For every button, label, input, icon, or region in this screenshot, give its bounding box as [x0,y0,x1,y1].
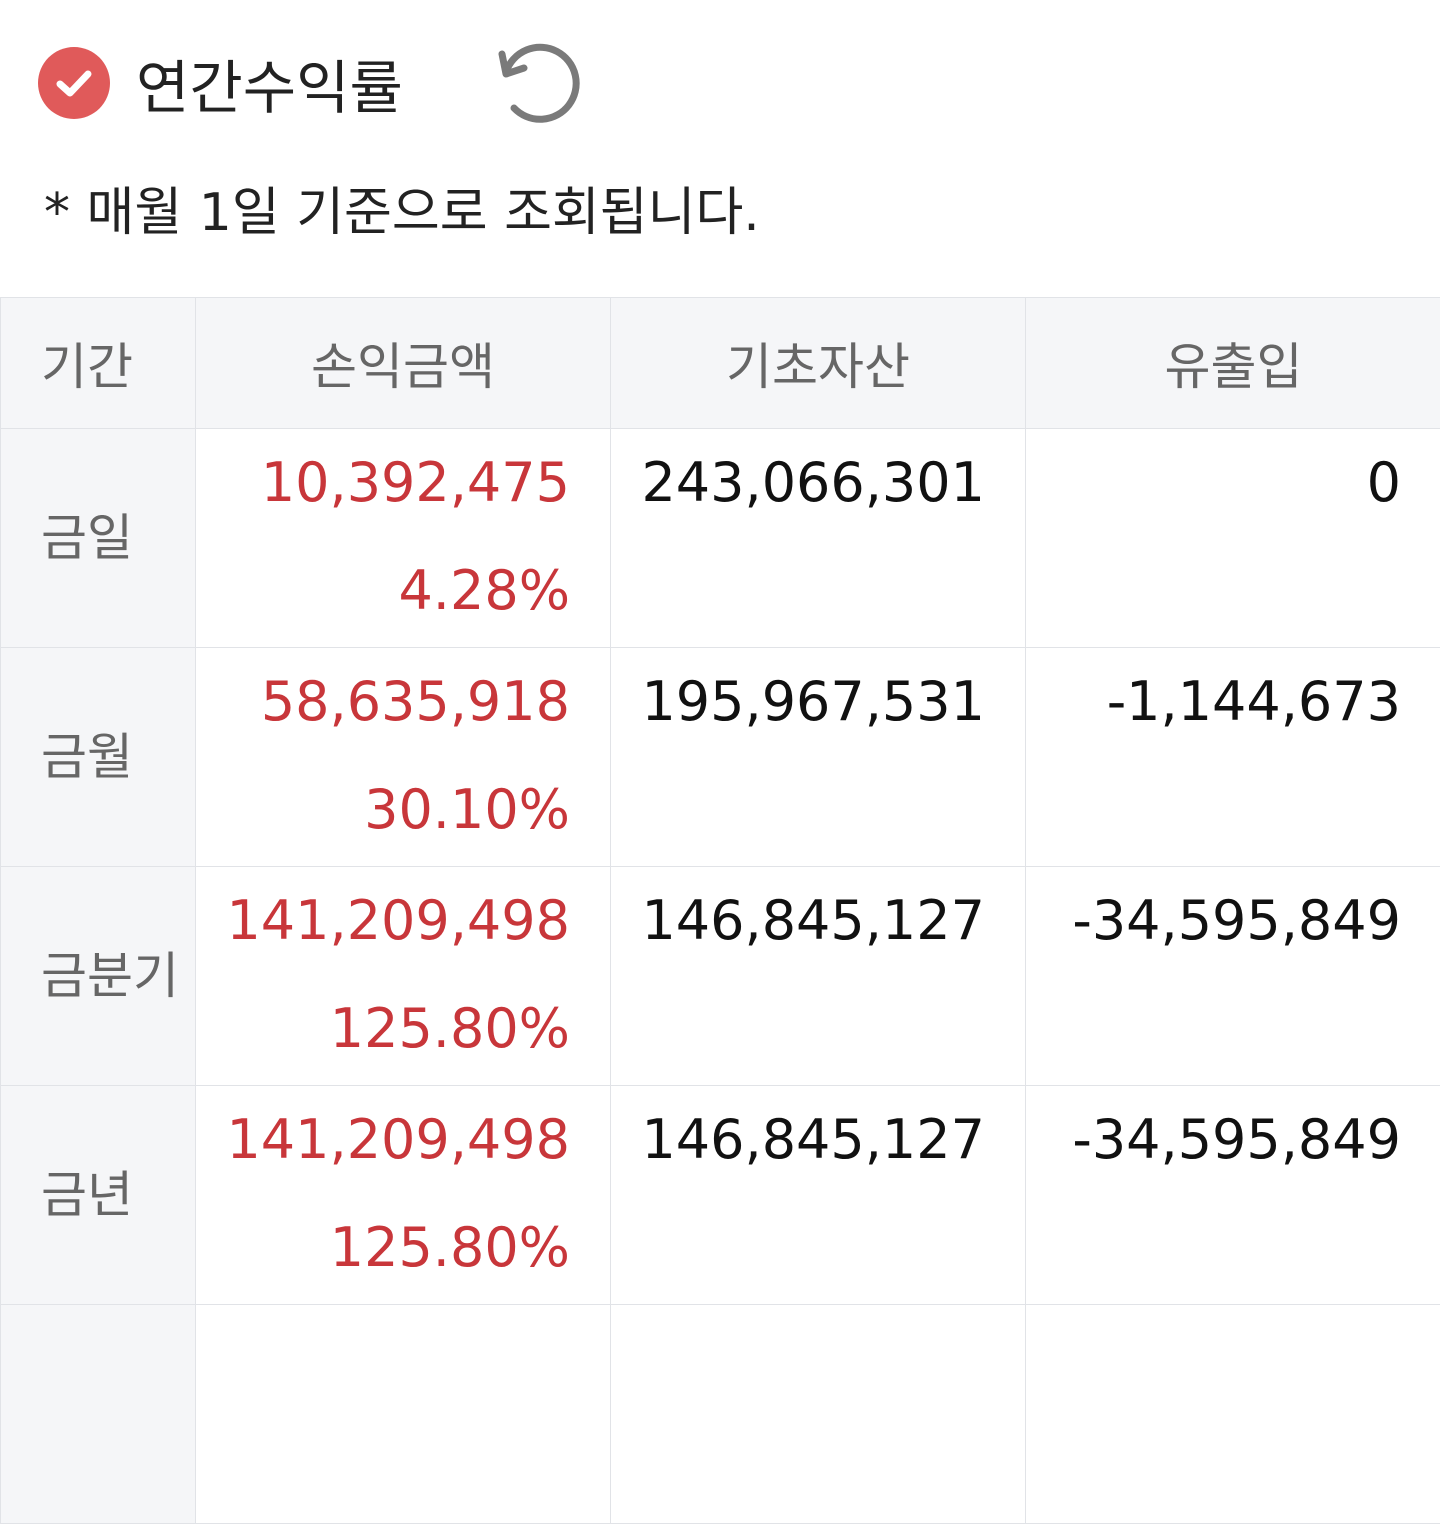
header: 연간수익률 [38,46,403,120]
check-icon[interactable] [38,47,110,119]
note: * 매월 1일 기준으로 조회됩니다. [44,170,760,245]
net-flow: -34,595,849 [1026,1086,1440,1305]
title: 연간수익률 [136,41,403,125]
profit-rate: 4.28% [196,537,570,645]
profit-rate: 125.80% [196,1194,570,1302]
base-asset: 146,845,127 [611,1086,1026,1305]
net-flow: -34,595,849 [1026,867,1440,1086]
column-header: 기간 [1,298,196,429]
refresh-button[interactable] [492,38,584,130]
base-asset: 146,845,127 [611,867,1026,1086]
table-row-partial [1,1305,1440,1524]
profit-amount: 10,392,475 [196,429,570,537]
net-flow: -1,144,673 [1026,648,1440,867]
column-header: 손익금액 [196,298,611,429]
column-header: 유출입 [1026,298,1440,429]
profit-amount: 141,209,498 [196,867,570,975]
profit-rate: 30.10% [196,756,570,864]
profit-rate: 125.80% [196,975,570,1083]
period: 금월 [1,648,196,867]
empty-cell [1,1305,196,1524]
empty-cell [611,1305,1026,1524]
net-flow: 0 [1026,429,1440,648]
empty-cell [196,1305,611,1524]
base-asset: 243,066,301 [611,429,1026,648]
period: 금분기 [1,867,196,1086]
period: 금년 [1,1086,196,1305]
base-asset: 195,967,531 [611,648,1026,867]
empty-cell [1026,1305,1440,1524]
profit-amount: 141,209,498 [196,1086,570,1194]
period: 금일 [1,429,196,648]
profit-amount: 58,635,918 [196,648,570,756]
column-header: 기초자산 [611,298,1026,429]
